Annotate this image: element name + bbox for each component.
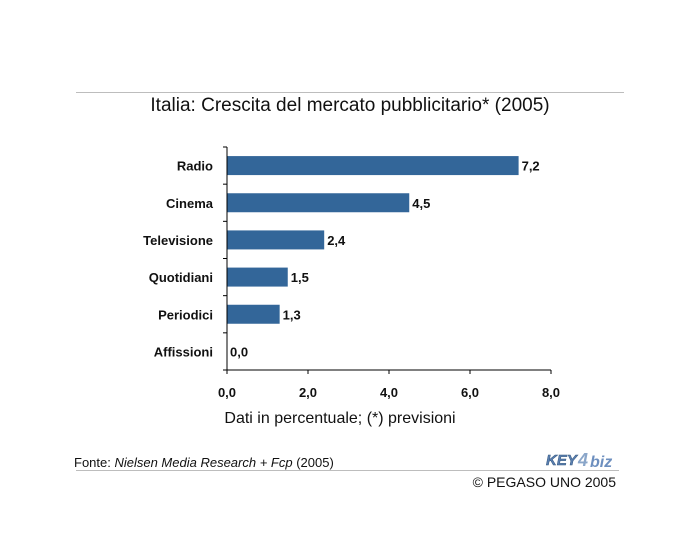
category-label-periodici: Periodici [158,307,213,322]
bar-radio [227,156,519,176]
data-label-affissioni: 0,0 [230,344,248,359]
source-year: (2005) [292,455,334,470]
source-prefix: Fonte: [74,455,115,470]
category-label-quotidiani: Quotidiani [149,270,213,285]
x-tick-label: 8,0 [542,385,560,400]
category-label-radio: Radio [177,159,213,174]
bar-quotidiani [227,267,288,287]
data-label-televisione: 2,4 [327,233,346,248]
data-label-radio: 7,2 [522,159,540,174]
source-publisher: Nielsen Media Research + Fcp [114,455,293,470]
logo-biz: biz [590,454,612,471]
x-tick-label: 2,0 [299,385,317,400]
x-tick-label: 0,0 [218,385,236,400]
category-label-cinema: Cinema [166,196,214,211]
source-note: Fonte: Nielsen Media Research + Fcp (200… [74,455,334,470]
x-tick-label: 4,0 [380,385,398,400]
category-label-televisione: Televisione [143,233,213,248]
x-axis-label: Dati in percentuale; (*) previsioni [224,410,456,427]
bar-televisione [227,230,325,250]
bar-cinema [227,193,410,213]
copyright-notice: © PEGASO UNO 2005 [472,474,616,490]
x-tick-label: 6,0 [461,385,479,400]
key4biz-logo: KEY 4 biz [546,450,612,471]
top-divider [76,92,624,93]
bottom-divider [76,470,619,471]
chart-title: Italia: Crescita del mercato pubblicitar… [150,95,550,116]
data-label-cinema: 4,5 [412,196,430,211]
data-label-periodici: 1,3 [283,307,301,322]
logo-key: KEY [546,452,579,469]
bar-periodici [227,304,280,324]
category-label-affissioni: Affissioni [154,344,213,359]
logo-four: 4 [577,450,588,470]
data-label-quotidiani: 1,5 [291,270,309,285]
